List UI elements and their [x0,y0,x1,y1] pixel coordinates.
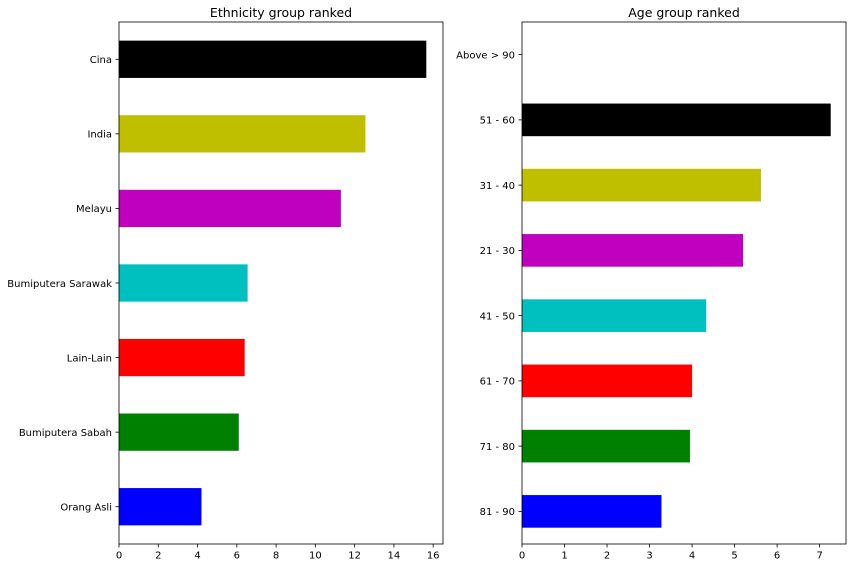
x-tick-label: 10 [309,551,322,562]
category-label: India [87,130,112,141]
category-label: 71 - 80 [480,442,515,453]
x-tick-label: 5 [731,551,737,562]
bar-bumiputera-sabah [119,413,239,451]
bar-21-30 [522,234,744,267]
category-label: 61 - 70 [480,377,515,388]
x-tick-label: 12 [348,551,361,562]
chart-2: Age group ranked 81 - 90 71 - 80 61 - 70 41 … [456,5,847,562]
category-label: 31 - 40 [480,181,515,192]
x-tick-label: 16 [427,551,440,562]
x-tick-label: 1 [561,551,567,562]
x-tick-label: 14 [388,551,401,562]
category-label: Bumiputera Sabah [19,428,112,439]
x-tick-label: 2 [155,551,161,562]
x-tick-label: 8 [273,551,279,562]
x-tick-label: 7 [816,551,822,562]
category-label: Cina [90,55,112,66]
category-label: 41 - 50 [480,311,515,322]
category-label: 21 - 30 [480,246,515,257]
category-label: 81 - 90 [480,507,515,518]
bar-cina [119,40,427,78]
bar-orang-asli [119,488,202,526]
category-label: Above > 90 [456,50,515,61]
bar-61-70 [522,364,693,398]
x-tick-label: 6 [234,551,240,562]
chart-title: Age group ranked [628,5,740,20]
x-tick-label: 4 [194,551,200,562]
category-label: Lain-Lain [67,353,112,364]
bar-melayu [119,189,341,228]
chart-1: Ethnicity group ranked Orang Asli Bumipute… [7,5,444,562]
chart-title: Ethnicity group ranked [210,5,352,20]
x-tick-label: 2 [604,551,610,562]
x-tick-label: 0 [116,551,122,562]
x-tick-label: 6 [774,551,780,562]
category-label: Melayu [76,204,112,215]
bar-bumiputera-sarawak [119,264,248,302]
category-label: 51 - 60 [480,116,515,127]
category-label: Orang Asli [60,503,112,514]
category-label: Bumiputera Sarawak [7,279,112,290]
bar-lain-lain [119,338,245,377]
bar-51-60 [522,103,831,137]
bar-india [119,115,366,153]
bar-71-80 [522,429,690,463]
bar-41-50 [522,299,707,332]
x-tick-label: 0 [519,551,525,562]
bar-31-40 [522,168,761,202]
plot-frame [521,21,847,545]
x-tick-label: 4 [689,551,695,562]
x-tick-label: 3 [646,551,652,562]
bar-81-90 [522,495,662,528]
plot-frame [118,21,444,545]
